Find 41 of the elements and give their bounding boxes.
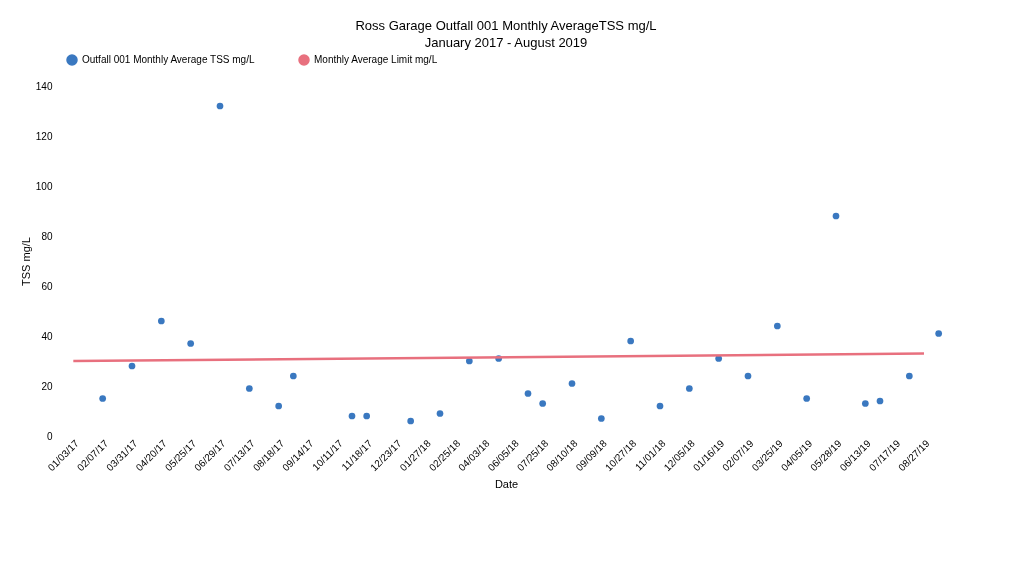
y-tick-label: 100 bbox=[35, 180, 53, 192]
point bbox=[348, 412, 356, 420]
legend-label: Outfall 001 Monthly Average TSS mg/L bbox=[82, 54, 255, 65]
chart-title: Ross Garage Outfall 001 Monthly AverageTSS mg/L bbox=[355, 18, 657, 33]
point bbox=[363, 412, 371, 420]
y-tick-label: 80 bbox=[41, 230, 53, 242]
point bbox=[861, 400, 869, 407]
point bbox=[407, 417, 415, 425]
point bbox=[275, 402, 283, 410]
point bbox=[773, 322, 781, 330]
point bbox=[187, 340, 195, 347]
point bbox=[685, 385, 693, 392]
point bbox=[289, 372, 297, 380]
y-tick-label: 40 bbox=[41, 330, 53, 342]
point bbox=[568, 380, 576, 387]
y-tick-label: 140 bbox=[35, 80, 53, 92]
point bbox=[935, 330, 943, 337]
y-tick-label: 60 bbox=[41, 280, 53, 292]
point bbox=[245, 385, 253, 392]
y-tick-label: 0 bbox=[46, 430, 53, 442]
point bbox=[539, 400, 547, 407]
x-axis-title: Date bbox=[494, 478, 519, 491]
legend-label: Monthly Average Limit mg/L bbox=[314, 54, 438, 65]
point bbox=[128, 362, 136, 370]
point bbox=[524, 390, 532, 397]
point bbox=[216, 102, 224, 110]
y-tick-label: 20 bbox=[41, 380, 53, 392]
point bbox=[656, 402, 664, 410]
y-axis-title: TSS mg/L bbox=[19, 237, 32, 286]
point bbox=[744, 372, 752, 380]
y-tick-label: 120 bbox=[35, 130, 53, 142]
point bbox=[627, 337, 635, 345]
point bbox=[597, 415, 605, 422]
point bbox=[157, 317, 165, 325]
point bbox=[436, 410, 444, 417]
chart-subtitle: January 2017 - August 2019 bbox=[424, 35, 588, 50]
point bbox=[832, 212, 840, 220]
point bbox=[905, 372, 913, 380]
point bbox=[99, 395, 107, 402]
point bbox=[876, 397, 884, 405]
point bbox=[803, 395, 811, 402]
